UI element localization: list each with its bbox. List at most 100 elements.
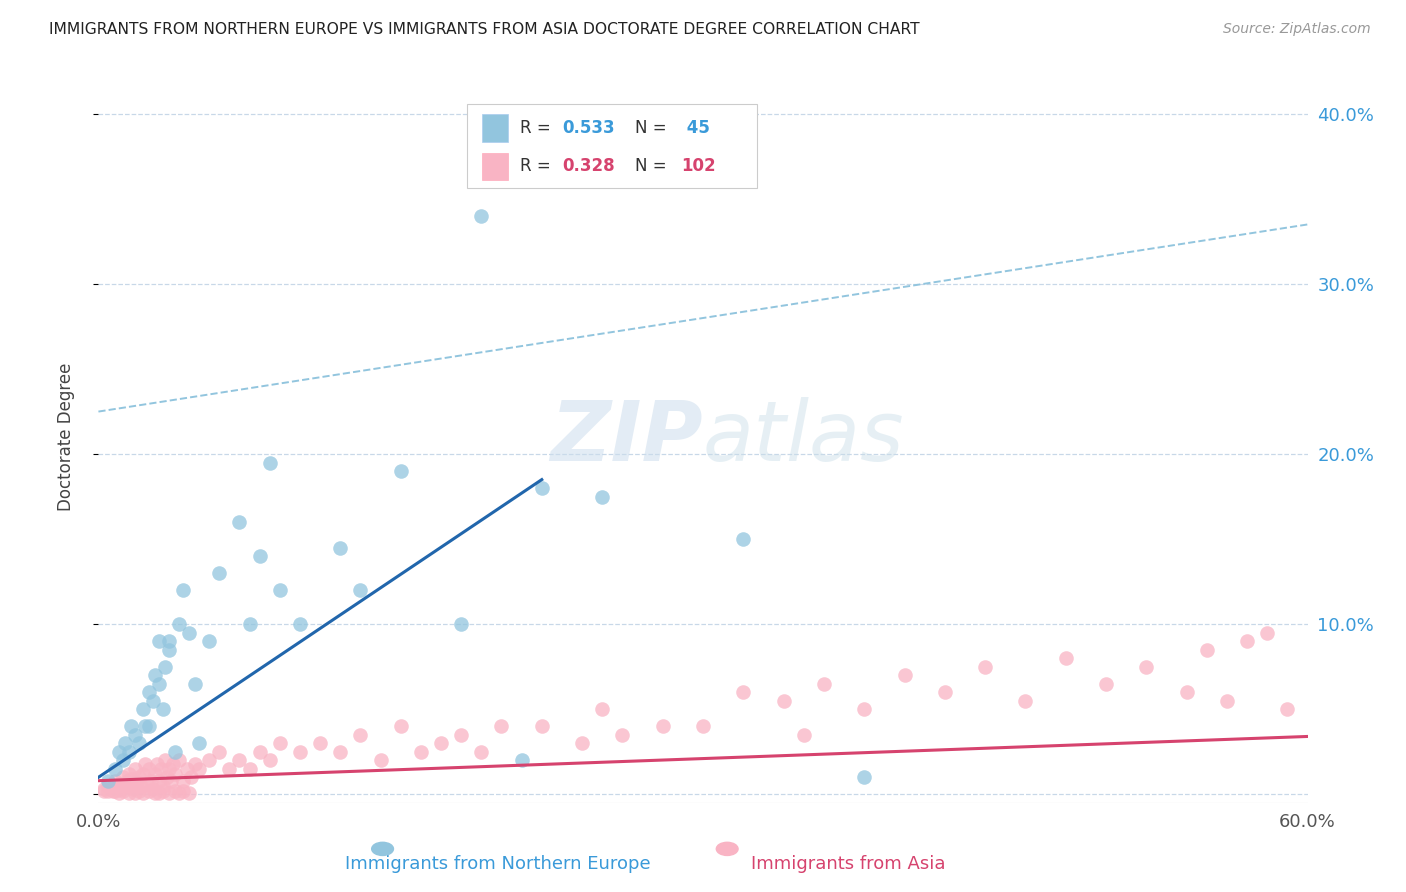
Circle shape bbox=[371, 842, 394, 855]
Point bbox=[138, 685, 160, 699]
Point bbox=[510, 753, 533, 767]
Point bbox=[179, 625, 201, 640]
Point bbox=[118, 779, 141, 793]
Point bbox=[288, 617, 311, 632]
Point bbox=[198, 753, 221, 767]
Point bbox=[167, 617, 190, 632]
Point bbox=[157, 762, 180, 776]
Point bbox=[218, 762, 240, 776]
Point bbox=[430, 736, 453, 750]
Point bbox=[124, 762, 146, 776]
Point bbox=[139, 773, 162, 788]
Point bbox=[530, 719, 553, 733]
Point bbox=[114, 779, 136, 793]
Text: 0.328: 0.328 bbox=[562, 158, 616, 176]
Point bbox=[111, 784, 134, 798]
Point bbox=[893, 668, 915, 682]
Point bbox=[138, 719, 160, 733]
Point bbox=[148, 634, 170, 648]
Point bbox=[124, 728, 146, 742]
Point bbox=[132, 702, 155, 716]
Point bbox=[163, 745, 186, 759]
Point bbox=[118, 745, 141, 759]
Point bbox=[125, 775, 148, 789]
Point bbox=[101, 784, 124, 798]
Point bbox=[329, 745, 352, 759]
Point bbox=[208, 566, 231, 581]
Point bbox=[152, 784, 174, 798]
Point bbox=[184, 677, 207, 691]
Point bbox=[470, 209, 492, 223]
Point bbox=[974, 659, 997, 673]
Point bbox=[156, 770, 179, 784]
Text: 102: 102 bbox=[682, 158, 716, 176]
Point bbox=[162, 756, 184, 771]
Text: N =: N = bbox=[636, 158, 672, 176]
Point bbox=[107, 786, 129, 800]
Point bbox=[132, 767, 155, 781]
Point bbox=[288, 745, 311, 759]
Text: R =: R = bbox=[520, 158, 557, 176]
Point bbox=[853, 702, 876, 716]
Point bbox=[152, 779, 174, 793]
Text: IMMIGRANTS FROM NORTHERN EUROPE VS IMMIGRANTS FROM ASIA DOCTORATE DEGREE CORRELA: IMMIGRANTS FROM NORTHERN EUROPE VS IMMIG… bbox=[49, 22, 920, 37]
Point bbox=[389, 464, 412, 478]
Point bbox=[1175, 685, 1198, 699]
Point bbox=[571, 736, 593, 750]
Point bbox=[176, 762, 198, 776]
Y-axis label: Doctorate Degree: Doctorate Degree bbox=[56, 363, 75, 511]
Point bbox=[120, 719, 142, 733]
Point bbox=[269, 736, 291, 750]
Point bbox=[129, 779, 152, 793]
Point bbox=[239, 617, 262, 632]
Point bbox=[142, 782, 165, 797]
Point bbox=[180, 770, 202, 784]
Point bbox=[167, 786, 190, 800]
Point bbox=[153, 753, 176, 767]
Text: atlas: atlas bbox=[703, 397, 904, 477]
Point bbox=[228, 515, 250, 529]
Point bbox=[172, 773, 194, 788]
Point bbox=[142, 694, 165, 708]
Point bbox=[491, 719, 513, 733]
FancyBboxPatch shape bbox=[482, 114, 509, 142]
Point bbox=[530, 481, 553, 495]
Point bbox=[153, 659, 176, 673]
Point bbox=[128, 770, 150, 784]
Point bbox=[143, 786, 166, 800]
Point bbox=[184, 756, 207, 771]
Point bbox=[692, 719, 714, 733]
Point bbox=[239, 762, 262, 776]
Point bbox=[1216, 694, 1239, 708]
Point bbox=[93, 782, 115, 797]
Point bbox=[121, 782, 143, 797]
Point bbox=[1195, 642, 1218, 657]
Text: 45: 45 bbox=[682, 119, 710, 136]
Point bbox=[591, 490, 613, 504]
Point bbox=[1095, 677, 1118, 691]
Point bbox=[138, 762, 160, 776]
Point bbox=[772, 694, 794, 708]
Text: ZIP: ZIP bbox=[550, 397, 703, 477]
Point bbox=[813, 677, 835, 691]
Point bbox=[97, 779, 120, 793]
Point bbox=[152, 702, 174, 716]
Point bbox=[269, 583, 291, 598]
Text: Source: ZipAtlas.com: Source: ZipAtlas.com bbox=[1223, 22, 1371, 37]
Point bbox=[329, 541, 352, 555]
Point bbox=[349, 728, 371, 742]
Text: Immigrants from Northern Europe: Immigrants from Northern Europe bbox=[344, 855, 650, 873]
Point bbox=[208, 745, 231, 759]
Point bbox=[733, 685, 755, 699]
Point bbox=[179, 786, 201, 800]
Point bbox=[111, 770, 134, 784]
Point bbox=[110, 782, 132, 797]
Point bbox=[128, 736, 150, 750]
Point bbox=[259, 753, 281, 767]
Point bbox=[188, 736, 211, 750]
Point bbox=[163, 767, 186, 781]
FancyBboxPatch shape bbox=[482, 153, 509, 180]
Text: R =: R = bbox=[520, 119, 557, 136]
Text: N =: N = bbox=[636, 119, 672, 136]
Point bbox=[118, 786, 141, 800]
